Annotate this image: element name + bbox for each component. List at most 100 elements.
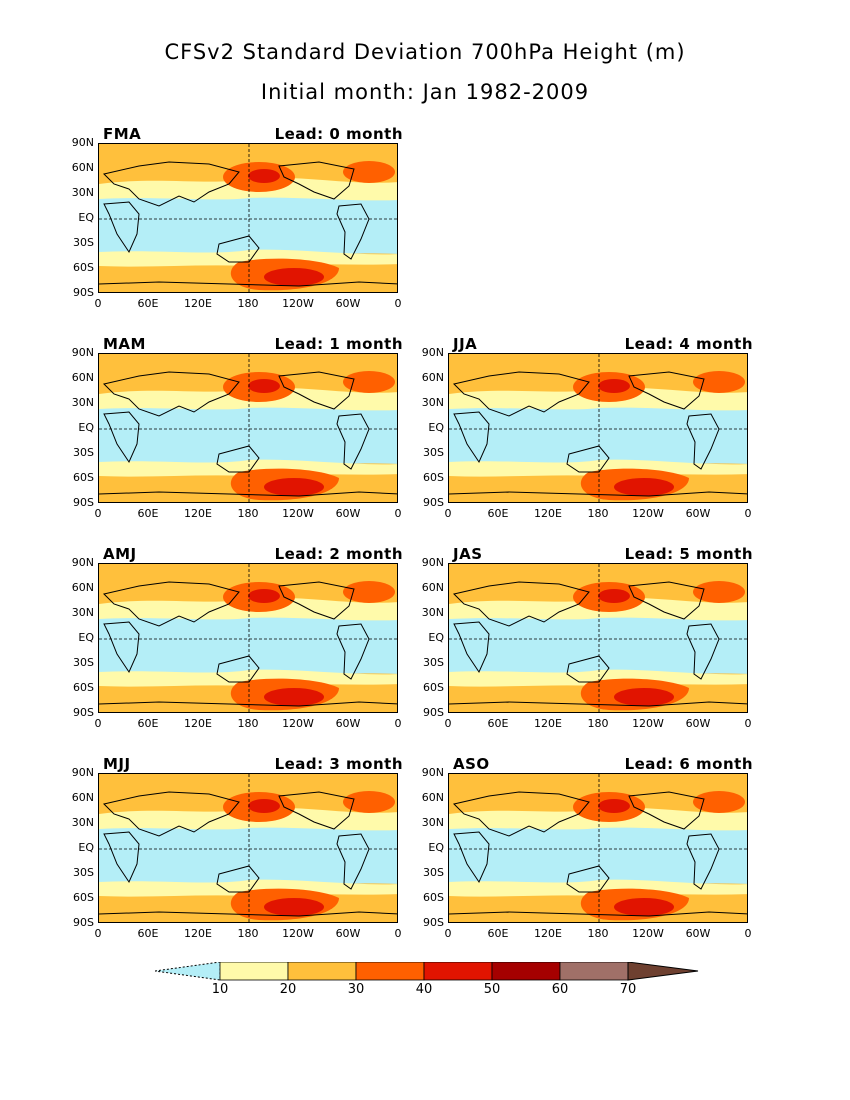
map-plot xyxy=(98,353,398,503)
lead-label: Lead: 1 month xyxy=(274,335,403,353)
y-tick-label: 30S xyxy=(73,446,94,459)
x-tick-label: 120W xyxy=(282,507,314,520)
colorbar-label: 40 xyxy=(415,982,433,997)
x-tick-label: 0 xyxy=(394,297,402,310)
x-tick-label: 60E xyxy=(137,507,159,520)
x-tick-label: 120W xyxy=(632,927,664,940)
colorbar-segment xyxy=(491,961,561,981)
x-tick-label: 0 xyxy=(444,717,452,730)
y-tick-label: 30S xyxy=(73,866,94,879)
y-tick-label: 30N xyxy=(71,606,94,619)
y-tick-label: 60N xyxy=(421,791,444,804)
season-label: JAS xyxy=(453,545,483,563)
x-tick-label: 60E xyxy=(487,507,509,520)
x-tick-label: 60W xyxy=(335,297,361,310)
y-tick-label: 90N xyxy=(71,346,94,359)
y-tick-label: 30S xyxy=(423,866,444,879)
x-tick-label: 180 xyxy=(587,507,609,520)
y-tick-label: 90S xyxy=(423,496,444,509)
y-tick-label: 90N xyxy=(421,766,444,779)
map-svg xyxy=(449,774,747,922)
x-tick-label: 120W xyxy=(282,927,314,940)
y-tick-label: 60N xyxy=(71,791,94,804)
colorbar-segment xyxy=(559,961,629,981)
colorbar-lower-extension xyxy=(154,961,221,981)
y-tick-label: 30N xyxy=(421,606,444,619)
season-label: MAM xyxy=(103,335,146,353)
colorbar-label: 50 xyxy=(483,982,501,997)
map-plot xyxy=(98,143,398,293)
chart-subtitle: Initial month: Jan 1982-2009 xyxy=(260,80,590,104)
x-tick-label: 0 xyxy=(744,927,752,940)
y-tick-label: 60N xyxy=(71,371,94,384)
x-tick-label: 120E xyxy=(534,717,562,730)
lead-label: Lead: 3 month xyxy=(274,755,403,773)
y-tick-label: EQ xyxy=(78,421,94,434)
x-tick-label: 60W xyxy=(685,927,711,940)
y-tick-label: 60S xyxy=(423,681,444,694)
x-tick-label: 180 xyxy=(237,507,259,520)
colorbar-segment xyxy=(423,961,493,981)
x-tick-label: 0 xyxy=(394,927,402,940)
x-tick-label: 0 xyxy=(744,507,752,520)
y-tick-label: 30N xyxy=(71,816,94,829)
colorbar-svg xyxy=(154,961,699,981)
x-tick-label: 120E xyxy=(184,507,212,520)
map-svg xyxy=(99,564,397,712)
map-panel: FMA Lead: 0 month xyxy=(72,125,403,325)
season-label: FMA xyxy=(103,125,142,143)
y-tick-label: 60S xyxy=(423,891,444,904)
y-tick-label: 90N xyxy=(71,136,94,149)
y-tick-label: 30S xyxy=(73,236,94,249)
y-tick-label: 90S xyxy=(73,286,94,299)
x-tick-label: 60W xyxy=(685,717,711,730)
colorbar: 10 20 30 40 50 60 70 xyxy=(154,961,700,1002)
x-tick-label: 180 xyxy=(587,717,609,730)
x-tick-label: 60W xyxy=(335,507,361,520)
y-tick-label: 60S xyxy=(73,891,94,904)
map-svg xyxy=(99,354,397,502)
colorbar-segment xyxy=(287,961,357,981)
y-tick-label: 90N xyxy=(421,556,444,569)
map-panel: JAS Lead: 5 month xyxy=(422,545,753,745)
y-tick-label: 90S xyxy=(73,706,94,719)
y-tick-label: 60N xyxy=(71,581,94,594)
x-tick-label: 180 xyxy=(237,297,259,310)
y-tick-label: 60S xyxy=(73,471,94,484)
x-tick-label: 120E xyxy=(534,507,562,520)
x-tick-label: 0 xyxy=(744,717,752,730)
colorbar-segment xyxy=(219,961,289,981)
y-tick-label: 60N xyxy=(421,581,444,594)
y-tick-label: 30S xyxy=(423,446,444,459)
x-tick-label: 60E xyxy=(137,297,159,310)
y-tick-label: 90N xyxy=(71,556,94,569)
y-tick-label: 60N xyxy=(421,371,444,384)
y-tick-label: 90S xyxy=(423,706,444,719)
x-tick-label: 60E xyxy=(487,927,509,940)
season-label: JJA xyxy=(453,335,478,353)
y-tick-label: 30N xyxy=(71,396,94,409)
x-tick-label: 60E xyxy=(137,717,159,730)
y-tick-label: 90N xyxy=(421,346,444,359)
y-tick-label: 60S xyxy=(73,681,94,694)
y-tick-label: EQ xyxy=(428,421,444,434)
map-panel: ASO Lead: 6 month xyxy=(422,755,753,955)
x-tick-label: 0 xyxy=(394,717,402,730)
season-label: MJJ xyxy=(103,755,131,773)
x-tick-label: 60W xyxy=(335,717,361,730)
lead-label: Lead: 0 month xyxy=(274,125,403,143)
x-tick-label: 0 xyxy=(444,507,452,520)
y-tick-label: 60N xyxy=(71,161,94,174)
x-tick-label: 120W xyxy=(282,297,314,310)
map-svg xyxy=(99,144,397,292)
y-tick-label: EQ xyxy=(78,631,94,644)
y-tick-label: 60S xyxy=(73,261,94,274)
x-tick-label: 120W xyxy=(632,507,664,520)
x-tick-label: 0 xyxy=(94,717,102,730)
map-plot xyxy=(448,353,748,503)
map-panel: MJJ Lead: 3 month xyxy=(72,755,403,955)
colorbar-upper-extension xyxy=(627,961,699,981)
y-tick-label: 30N xyxy=(71,186,94,199)
map-svg xyxy=(449,564,747,712)
map-panel: MAM Lead: 1 month xyxy=(72,335,403,535)
